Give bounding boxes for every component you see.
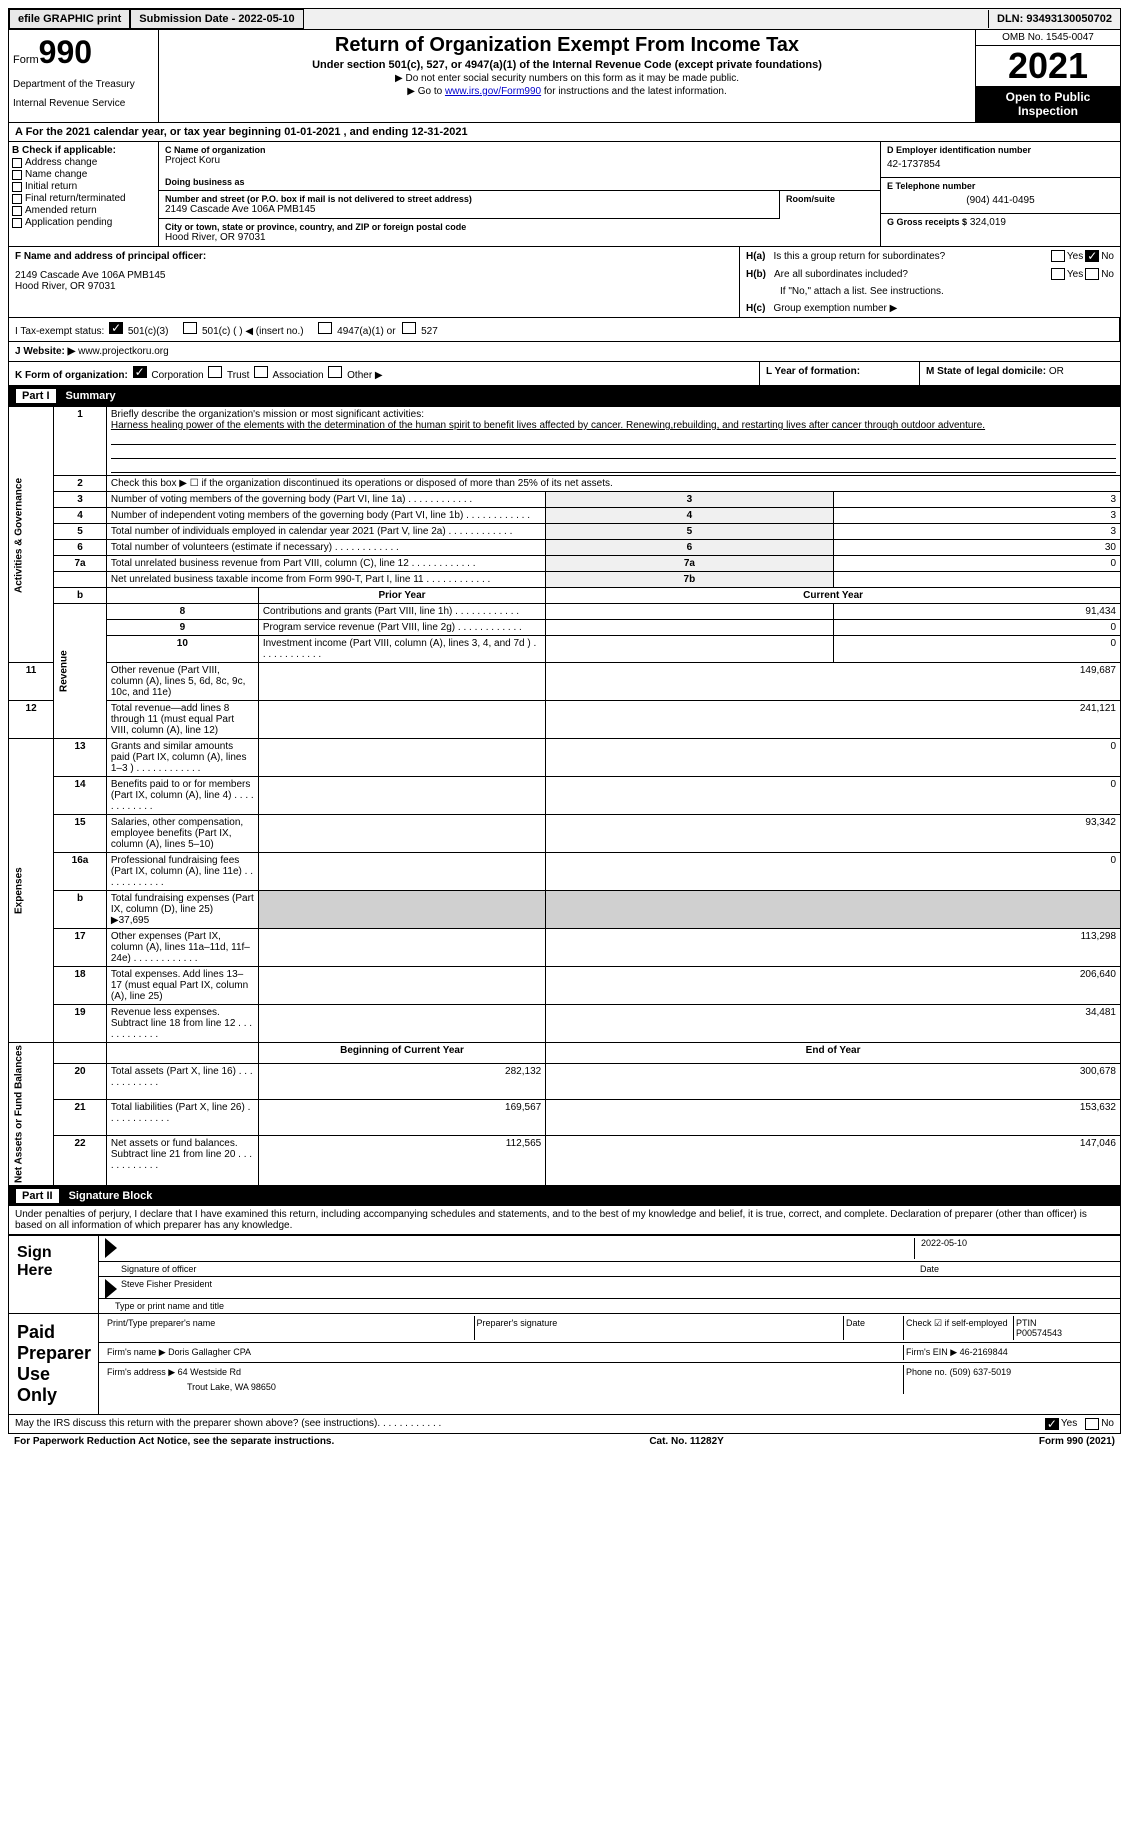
dln: DLN: 93493130050702 [988,10,1120,28]
chk-name[interactable] [12,170,22,180]
street-address: 2149 Cascade Ave 106A PMB145 [165,204,773,215]
chk-trust[interactable] [208,366,222,378]
tax-year: 2021 [976,46,1120,86]
org-info-row: B Check if applicable: Address change Na… [8,142,1121,247]
penalty-text: Under penalties of perjury, I declare th… [8,1206,1121,1235]
officer-addr1: 2149 Cascade Ave 106A PMB145 [15,270,733,281]
vert-expenses: Expenses [9,739,54,1043]
phone: (904) 441-0495 [887,191,1114,210]
officer-addr2: Hood River, OR 97031 [15,281,733,292]
vert-activities: Activities & Governance [9,407,54,663]
summary-table: Activities & Governance 1 Briefly descri… [8,406,1121,1186]
org-name: Project Koru [165,155,874,166]
chk-501c3[interactable] [109,322,123,334]
chk-address[interactable] [12,158,22,168]
form-label: Form [13,54,39,66]
firm-ein: 46-2169844 [960,1347,1008,1357]
chk-527[interactable] [402,322,416,334]
irs: Internal Revenue Service [13,98,154,109]
top-bar: efile GRAPHIC print Submission Date - 20… [8,8,1121,30]
chk-amended[interactable] [12,206,22,216]
chk-initial[interactable] [12,182,22,192]
submission-date: Submission Date - 2022-05-10 [130,9,303,29]
chk-501c[interactable] [183,322,197,334]
website: www.projectkoru.org [78,346,169,357]
chk-pending[interactable] [12,218,22,228]
main-title: Return of Organization Exempt From Incom… [163,34,971,57]
section-b: B Check if applicable: Address change Na… [9,142,159,246]
sign-here-section: Sign Here 2022-05-10 Signature of office… [8,1235,1121,1415]
open-inspection: Open to Public Inspection [976,86,1120,122]
hb-no[interactable] [1085,268,1099,280]
firm-addr: 64 Westside Rd [178,1367,241,1377]
firm-city: Trout Lake, WA 98650 [107,1378,901,1392]
subtitle: Under section 501(c), 527, or 4947(a)(1)… [163,59,971,71]
chk-final[interactable] [12,194,22,204]
state-domicile: OR [1049,366,1064,377]
form-number: 990 [39,34,92,70]
form-header: Form990 Department of the Treasury Inter… [8,30,1121,123]
ha-no[interactable] [1085,250,1099,262]
irs-link[interactable]: www.irs.gov/Form990 [445,86,541,97]
city-state: Hood River, OR 97031 [165,232,874,243]
chk-4947[interactable] [318,322,332,334]
section-d-e-g: D Employer identification number 42-1737… [880,142,1120,246]
dept: Department of the Treasury [13,79,154,90]
chk-corp[interactable] [133,366,147,378]
chk-assoc[interactable] [254,366,268,378]
arrow-icon [105,1238,117,1258]
efile-btn[interactable]: efile GRAPHIC print [9,9,130,29]
chk-other[interactable] [328,366,342,378]
discuss-no[interactable] [1085,1418,1099,1430]
instr2: ▶ Go to www.irs.gov/Form990 for instruct… [163,86,971,97]
ptin: P00574543 [1016,1328,1112,1338]
sig-date: 2022-05-10 [914,1238,1114,1259]
discuss-yes[interactable] [1045,1418,1059,1430]
part1-header: Part I Summary [8,386,1121,406]
footer: For Paperwork Reduction Act Notice, see … [8,1434,1121,1449]
prep-phone: (509) 637-5019 [950,1367,1012,1377]
gross-receipts: 324,019 [970,217,1006,228]
officer-row: F Name and address of principal officer:… [8,247,1121,318]
vert-revenue: Revenue [54,604,107,739]
firm-name: Doris Gallagher CPA [168,1347,251,1357]
hb-yes[interactable] [1051,268,1065,280]
officer-name: Steve Fisher President [121,1279,212,1296]
ein: 42-1737854 [887,155,1114,174]
part2-header: Part II Signature Block [8,1186,1121,1206]
ha-yes[interactable] [1051,250,1065,262]
vert-netassets: Net Assets or Fund Balances [9,1043,54,1186]
omb: OMB No. 1545-0047 [976,30,1120,46]
arrow-icon [105,1279,117,1299]
mission-text: Harness healing power of the elements wi… [111,420,1116,431]
instr1: ▶ Do not enter social security numbers o… [163,73,971,84]
section-c: C Name of organization Project Koru Doin… [159,142,880,246]
section-a: A For the 2021 calendar year, or tax yea… [9,123,474,141]
